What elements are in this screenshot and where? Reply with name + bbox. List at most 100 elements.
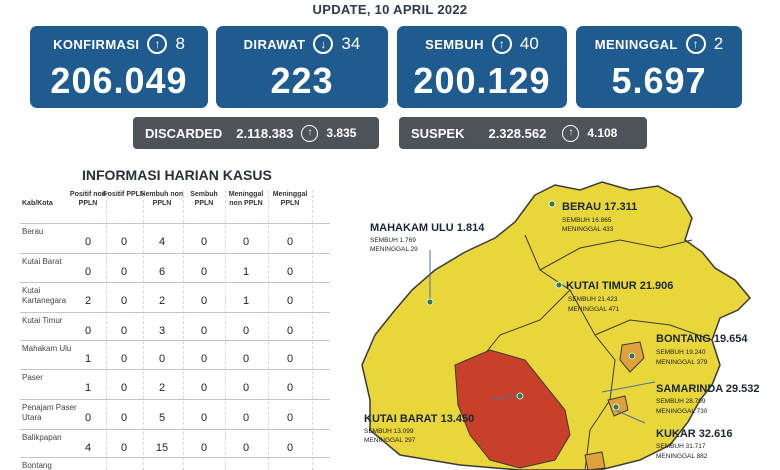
map-region-meninggal: MENINGGAL 29: [370, 246, 418, 253]
label-mahakam-ulu: MAHAKAM ULU 1.814 SEMBUH 1.769 MENINGGAL…: [370, 222, 485, 253]
arrow-up-icon: ↑: [562, 124, 580, 142]
map-region-name: BERAU 17.311: [562, 201, 637, 213]
map-region-name: KUKAR 32.616: [656, 428, 732, 440]
table-cell: 0: [120, 295, 128, 307]
table-row-label: Kutai Kartanegara: [22, 286, 67, 305]
column-divider: [312, 190, 313, 470]
table-header-cell: Sembuh PPLN: [190, 191, 218, 207]
arrow-up-icon: ↑: [685, 34, 706, 54]
table-header-cell: Meninggal non PPLN: [228, 191, 264, 207]
suspek-delta: 4.108: [587, 126, 618, 140]
table-title: INFORMASI HARIAN KASUS: [82, 167, 272, 183]
table-row-label: Paser: [22, 373, 43, 382]
leader-line: [489, 394, 521, 401]
discarded-value: 2.118.383: [236, 125, 294, 141]
discarded-pill: DISCARDED 2.118.383 ↑ 3.835: [133, 117, 379, 149]
column-divider: [225, 190, 226, 470]
east-kalimantan-map: BERAU 17.311 SEMBUH 16.865 MENINGGAL 433…: [361, 181, 760, 470]
update-date-title: UPDATE, 10 APRIL 2022: [312, 2, 468, 17]
kutai-barat-region: [454, 349, 571, 469]
map-region-sembuh: SEMBUH 1.769: [370, 237, 416, 244]
table-cell: 0: [200, 325, 208, 337]
map-region-meninggal: MENINGGAL 433: [562, 226, 614, 233]
location-dot: [516, 392, 524, 400]
table-cell: 0: [120, 325, 128, 337]
table-cell: 0: [242, 236, 250, 248]
map-region-meninggal: MENINGGAL 379: [656, 359, 708, 366]
location-dot: [426, 298, 434, 306]
column-divider: [183, 190, 184, 470]
table-cell: 0: [200, 353, 208, 365]
dirawat-card: DIRAWAT ↓ 34 223: [216, 26, 388, 108]
region-border: [539, 239, 693, 271]
table-header-kabkota: Kab/Kota: [22, 200, 53, 207]
meninggal-label: MENINGGAL: [594, 36, 678, 52]
table-cell: 0: [242, 353, 250, 365]
table-cell: 1: [84, 353, 92, 365]
row-divider: [20, 399, 330, 400]
table-row-label: Penajam Paser Utara: [22, 403, 77, 422]
suspek-label: SUSPEK: [411, 125, 465, 141]
region-border: [594, 319, 713, 341]
table-cell: 0: [158, 353, 166, 365]
table-cell: 2: [158, 382, 166, 394]
table-cell: 0: [200, 412, 208, 424]
location-dot: [628, 352, 636, 360]
table-cell: 0: [200, 236, 208, 248]
konfirmasi-card: KONFIRMASI ↑ 8 206.049: [30, 26, 208, 108]
table-cell: 0: [84, 266, 92, 278]
table-cell: 2: [158, 295, 166, 307]
table-cell: 0: [286, 382, 294, 394]
table-row-label: Kutai Timur: [22, 316, 63, 325]
balikpapan-region: [584, 451, 606, 470]
map-region-meninggal: MENINGGAL 297: [364, 437, 416, 444]
table-cell: 0: [242, 382, 250, 394]
table-cell: 0: [120, 266, 128, 278]
konfirmasi-label: KONFIRMASI: [53, 36, 140, 52]
label-kutai-barat: KUTAI BARAT 13.450 SEMBUH 13.099 MENINGG…: [364, 413, 474, 444]
table-cell: 0: [84, 236, 92, 248]
table-cell: 1: [84, 382, 92, 394]
map-region-meninggal: MENINGGAL 882: [656, 453, 708, 460]
table-header-cell: Sembuh non PPLN: [140, 191, 184, 207]
table-cell: 0: [242, 442, 250, 454]
table-cell: 0: [286, 236, 294, 248]
location-dot: [555, 281, 563, 289]
table-header-cell: Positif PPLN: [102, 191, 145, 198]
dirawat-value: 223: [270, 60, 334, 101]
label-samarinda: SAMARINDA 29.532 SEMBUH 28.799 MENINGGAL…: [656, 383, 760, 415]
table-cell: 0: [120, 353, 128, 365]
table-cell: 1: [242, 266, 250, 278]
konfirmasi-value: 206.049: [50, 60, 188, 101]
region-border: [479, 289, 571, 361]
table-cell: 0: [200, 295, 208, 307]
map-region-name: BONTANG 19.654: [656, 333, 748, 345]
row-divider: [20, 457, 330, 458]
table-cell: 0: [286, 295, 294, 307]
row-divider: [20, 429, 330, 430]
row-divider: [20, 340, 330, 341]
table-row-label: Berau: [22, 227, 44, 236]
table-cell: 0: [120, 412, 128, 424]
table-cell: 1: [242, 295, 250, 307]
table-cell: 3: [158, 325, 166, 337]
table-cell: 0: [84, 325, 92, 337]
table-cell: 0: [120, 382, 128, 394]
row-divider: [20, 369, 330, 370]
dirawat-delta: 34: [341, 34, 361, 53]
label-berau: BERAU 17.311 SEMBUH 16.865 MENINGGAL 433: [562, 201, 637, 233]
table-cell: 0: [242, 325, 250, 337]
table-cell: 4: [84, 442, 92, 454]
label-bontang: BONTANG 19.654 SEMBUH 19.240 MENINGGAL 3…: [656, 333, 748, 366]
table-cell: 0: [286, 412, 294, 424]
arrow-up-icon: ↑: [147, 34, 168, 54]
table-cell: 5: [158, 412, 166, 424]
table-cell: 0: [242, 412, 250, 424]
column-divider: [106, 190, 107, 470]
leader-line: [614, 409, 646, 424]
table-cell: 0: [200, 382, 208, 394]
map-region-name: MAHAKAM ULU 1.814: [370, 222, 485, 234]
region-border: [524, 234, 616, 401]
table-cell: 0: [200, 442, 208, 454]
table-cell: 0: [286, 266, 294, 278]
